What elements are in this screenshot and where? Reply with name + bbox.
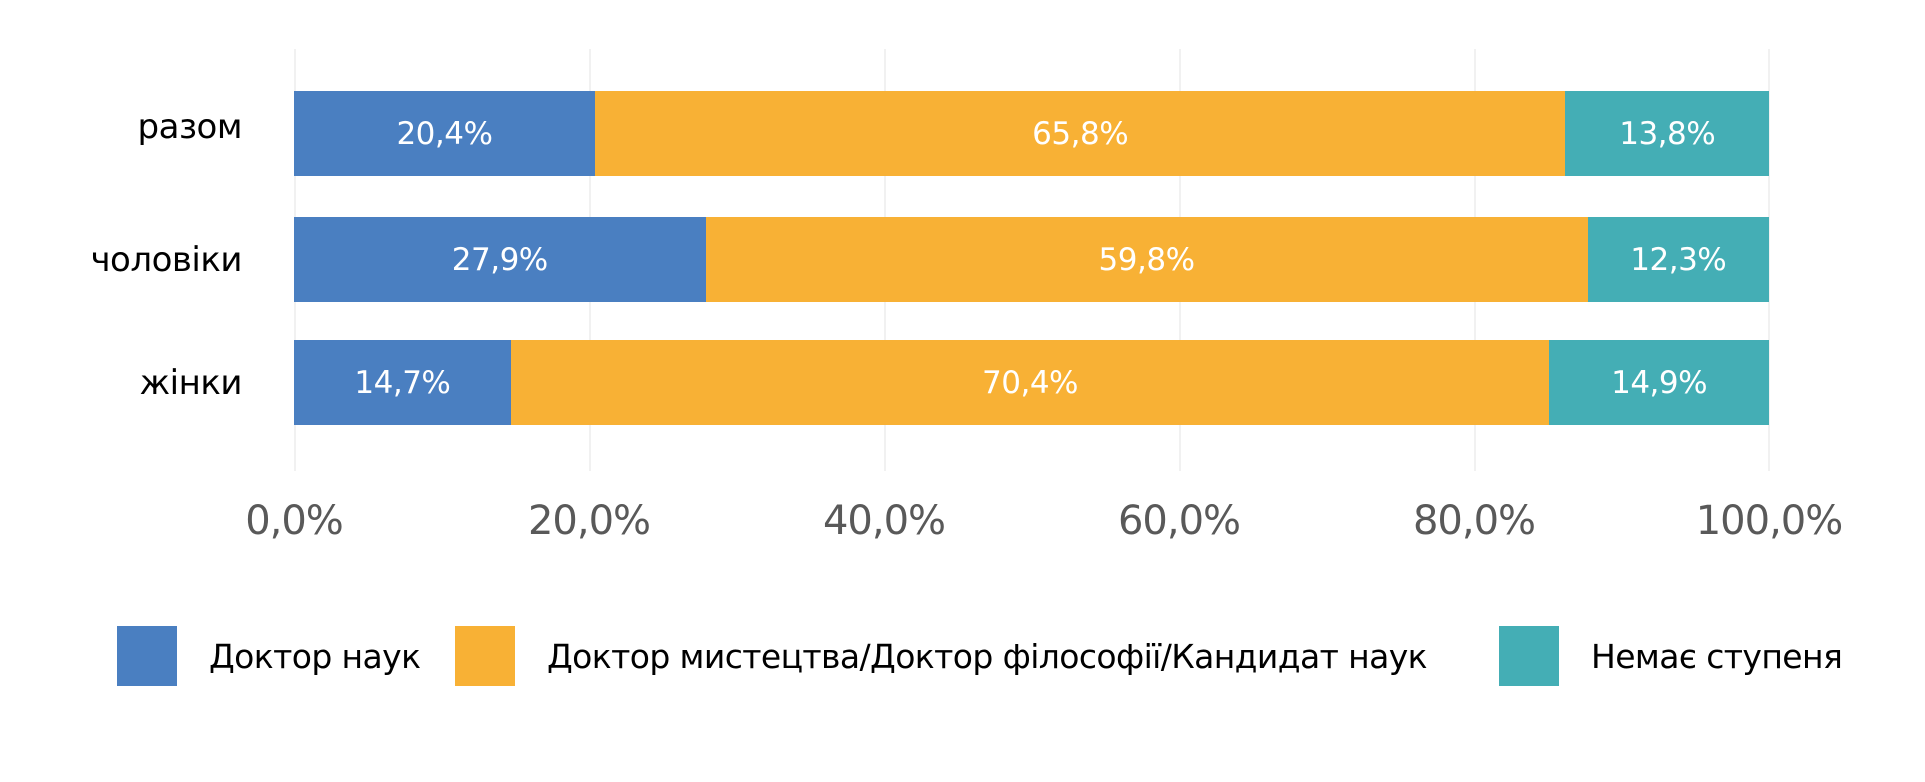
bar-segment: 70,4% [510,340,1550,425]
bar-row: 27,9% 59,8% 12,3% [294,217,1769,302]
bar-segment: 65,8% [594,91,1566,176]
x-tick-label: 60,0% [1117,498,1241,544]
x-tick-label: 100,0% [1695,498,1844,544]
legend-item-phd-candidate: Доктор мистецтва/Доктор філософії/Кандид… [455,626,1428,686]
bar-segment: 20,4% [294,91,595,176]
bar-segment: 27,9% [294,217,706,302]
legend-label: Доктор наук [209,636,421,676]
bar-segment: 59,8% [705,217,1588,302]
legend-item-no-degree: Немає ступеня [1499,626,1843,686]
bar-row: 14,7% 70,4% 14,9% [294,340,1769,425]
x-tick-label: 80,0% [1412,498,1536,544]
x-tick-label: 0,0% [245,498,344,544]
bar-row: 20,4% 65,8% 13,8% [294,91,1769,176]
category-label: жінки [139,363,243,403]
bar-segment: 14,9% [1549,340,1769,425]
legend-swatch [1499,626,1559,686]
gridline-100 [1768,49,1770,471]
bar-segment: 14,7% [294,340,511,425]
legend-swatch [117,626,177,686]
category-label: разом [137,107,243,147]
category-label: чоловіки [90,240,242,280]
x-tick-label: 20,0% [527,498,651,544]
bar-segment: 13,8% [1565,91,1769,176]
legend-swatch [455,626,515,686]
legend-item-doctor-of-sciences: Доктор наук [117,626,421,686]
legend-label: Доктор мистецтва/Доктор філософії/Кандид… [547,636,1428,676]
x-tick-label: 40,0% [822,498,946,544]
bar-segment: 12,3% [1587,217,1769,302]
legend-label: Немає ступеня [1591,636,1843,676]
